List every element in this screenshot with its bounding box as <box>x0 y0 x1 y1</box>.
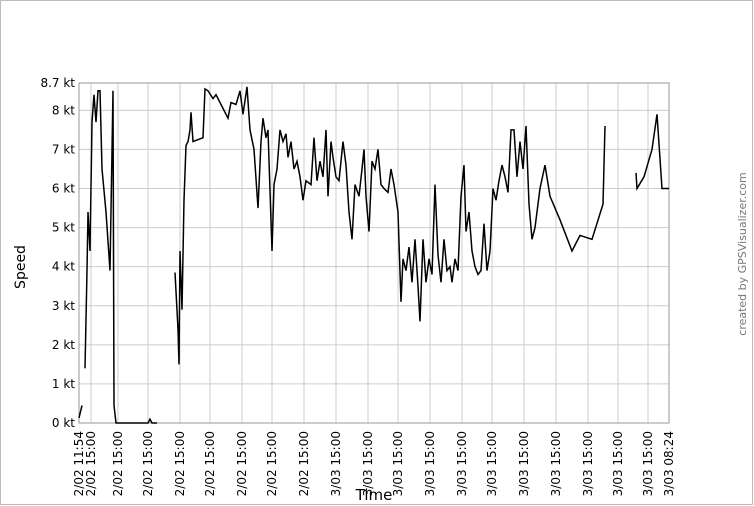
x-tick-label: 3/03 15:00 <box>455 431 469 496</box>
y-tick-label: 2 kt <box>52 338 75 352</box>
x-tick-label: 3/03 15:00 <box>391 431 405 496</box>
x-tick-label: 3/03 15:00 <box>485 431 499 496</box>
x-tick-label: 2/02 11:54 <box>72 431 86 496</box>
x-axis-label: Time <box>355 486 393 504</box>
x-tick-label: 2/02 15:00 <box>173 431 187 496</box>
x-tick-label: 2/02 15:00 <box>203 431 217 496</box>
y-tick-label: 5 kt <box>52 221 75 235</box>
x-tick-label: 2/02 15:00 <box>84 431 98 496</box>
x-tick-label: 2/02 15:00 <box>265 431 279 496</box>
x-tick-label: 2/02 15:00 <box>141 431 155 496</box>
y-tick-label: 8.7 kt <box>40 76 75 90</box>
x-tick-label: 3/03 15:00 <box>361 431 375 496</box>
x-tick-label: 2/02 15:00 <box>111 431 125 496</box>
y-tick-label: 4 kt <box>52 260 75 274</box>
y-tick-label: 0 kt <box>52 416 75 430</box>
x-tick-label: 3/03 15:00 <box>581 431 595 496</box>
y-axis-label: Speed <box>13 245 29 289</box>
x-tick-label: 3/03 15:00 <box>611 431 625 496</box>
x-tick-label: 2/02 15:00 <box>235 431 249 496</box>
x-tick-label: 2/02 15:00 <box>297 431 311 496</box>
x-tick-label: 3/03 15:00 <box>329 431 343 496</box>
x-tick-label: 3/03 15:00 <box>517 431 531 496</box>
x-tick-label: 3/03 15:00 <box>423 431 437 496</box>
y-tick-label: 7 kt <box>52 142 75 156</box>
y-tick-label: 8 kt <box>52 103 75 117</box>
y-tick-label: 1 kt <box>52 377 75 391</box>
credit: created by GPSVisualizer.com <box>736 172 749 335</box>
speed-line <box>78 86 669 424</box>
x-tick-label: 3/03 15:00 <box>549 431 563 496</box>
y-tick-label: 6 kt <box>52 182 75 196</box>
x-tick-label: 3/03 08:24 <box>662 431 676 496</box>
x-tick-label: 3/03 15:00 <box>641 431 655 496</box>
y-tick-label: 3 kt <box>52 299 75 313</box>
plot-border <box>78 82 670 424</box>
